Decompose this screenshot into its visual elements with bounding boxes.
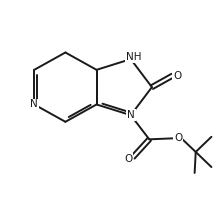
Text: O: O xyxy=(124,154,132,164)
Text: O: O xyxy=(174,133,182,143)
Text: O: O xyxy=(173,71,182,81)
Text: N: N xyxy=(127,110,135,120)
Text: N: N xyxy=(30,100,38,109)
Text: NH: NH xyxy=(126,52,142,62)
